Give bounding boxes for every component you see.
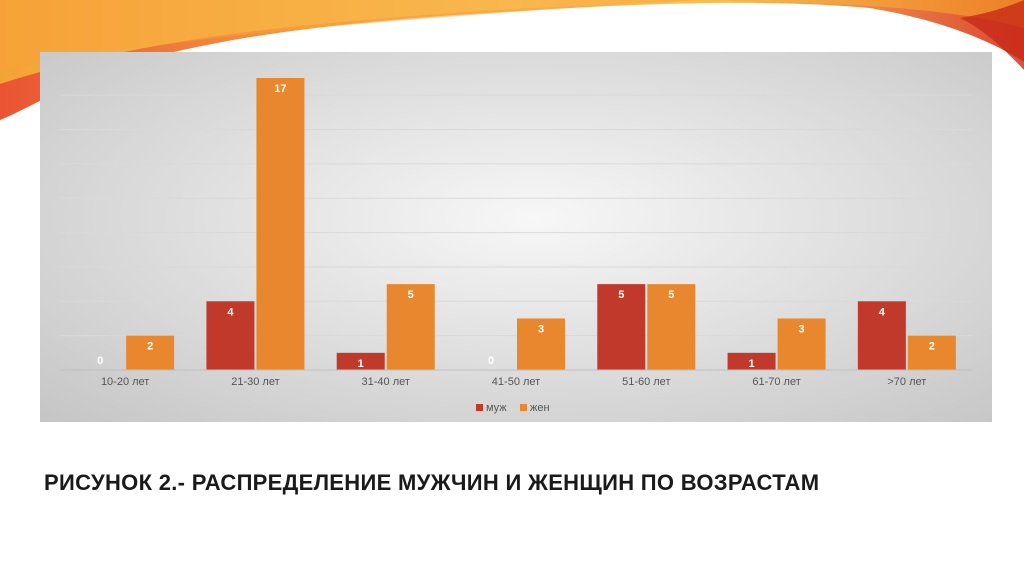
chart-panel: 0 2 4 17 1 5 0 3 5 5 1 3 4 2 10-20 лет 21-30 лет 31-40 … bbox=[40, 52, 992, 422]
bar-male bbox=[597, 284, 646, 370]
bar-female bbox=[907, 335, 956, 370]
bar-female bbox=[517, 318, 565, 370]
data-label-female: 3 bbox=[538, 323, 544, 335]
bar-female bbox=[386, 284, 435, 370]
data-labels: 0 2 4 17 1 5 0 3 5 5 1 3 4 2 bbox=[97, 83, 935, 370]
data-label-female: 5 bbox=[408, 289, 414, 301]
data-label-female: 2 bbox=[147, 341, 153, 353]
legend-label-male: муж bbox=[486, 402, 507, 414]
bar-male bbox=[857, 301, 906, 370]
data-label-male: 1 bbox=[749, 358, 755, 370]
data-label-female: 5 bbox=[668, 289, 674, 301]
bar-female bbox=[777, 318, 826, 370]
x-tick-label: 21-30 лет bbox=[231, 376, 279, 388]
bar-female bbox=[256, 78, 305, 370]
figure-caption: РИСУНОК 2.- РАСПРЕДЕЛЕНИЕ МУЖЧИН И ЖЕНЩИ… bbox=[44, 470, 820, 495]
data-label-female: 17 bbox=[274, 83, 286, 95]
bar-male bbox=[727, 352, 776, 370]
bars bbox=[126, 78, 956, 370]
slide-decoration bbox=[0, 0, 1024, 120]
data-label-female: 2 bbox=[929, 341, 935, 353]
bar-female bbox=[647, 284, 696, 370]
data-label-male: 0 bbox=[97, 355, 103, 367]
x-tick-label: >70 лет bbox=[887, 376, 926, 388]
legend: муж жен bbox=[476, 402, 550, 414]
legend-swatch-male bbox=[476, 404, 483, 411]
legend-label-female: жен bbox=[530, 402, 550, 414]
data-label-female: 3 bbox=[799, 323, 805, 335]
x-tick-label: 41-50 лет bbox=[492, 376, 540, 388]
data-label-male: 0 bbox=[488, 355, 494, 367]
x-tick-label: 61-70 лет bbox=[752, 376, 800, 388]
bar-male bbox=[336, 352, 385, 370]
legend-swatch-female bbox=[520, 404, 527, 411]
data-label-male: 4 bbox=[227, 306, 234, 318]
bar-female bbox=[126, 335, 175, 370]
x-tick-labels: 10-20 лет 21-30 лет 31-40 лет 41-50 лет 51-6… bbox=[101, 376, 926, 388]
x-tick-label: 51-60 лет bbox=[622, 376, 670, 388]
x-tick-label: 31-40 лет bbox=[362, 376, 410, 388]
bar-male bbox=[206, 301, 255, 370]
data-label-male: 4 bbox=[879, 306, 886, 318]
bar-chart: 0 2 4 17 1 5 0 3 5 5 1 3 4 2 10-20 лет 21-30 лет 31-40 … bbox=[60, 78, 972, 414]
data-label-male: 1 bbox=[358, 358, 364, 370]
x-tick-label: 10-20 лет bbox=[101, 376, 149, 388]
data-label-male: 5 bbox=[618, 289, 624, 301]
gridlines bbox=[60, 94, 972, 337]
